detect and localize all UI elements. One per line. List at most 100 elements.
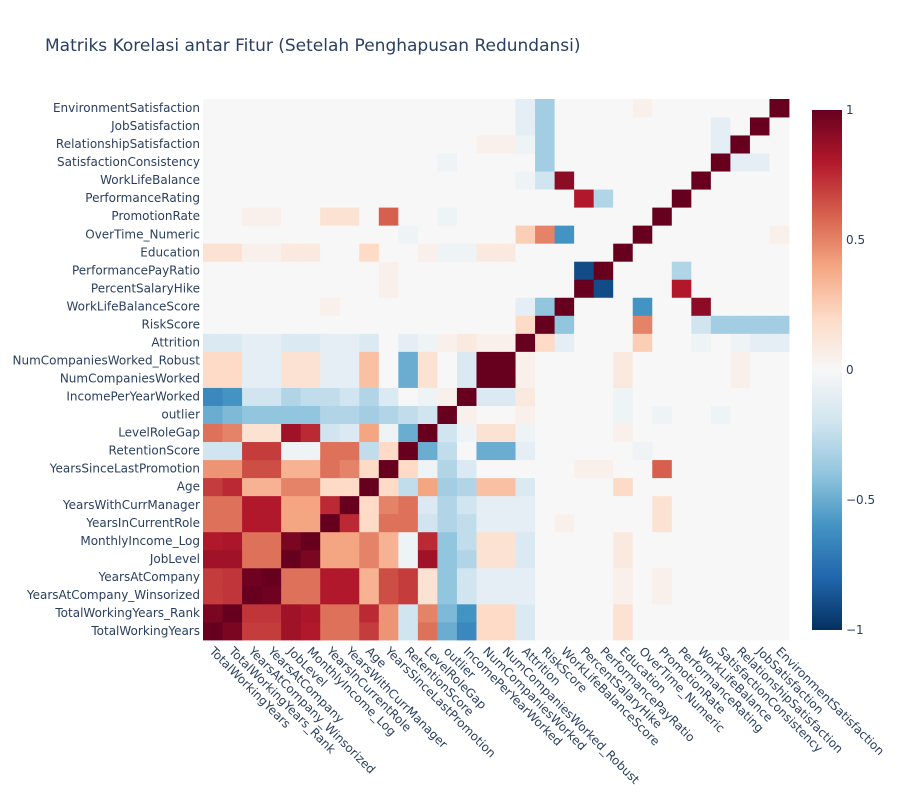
heatmap-cell: [456, 567, 477, 587]
y-tick-label: YearsWithCurrManager: [62, 498, 200, 512]
y-tick-label: WorkLifeBalance: [100, 173, 200, 187]
heatmap-cell: [281, 369, 302, 388]
colorbar-tick-label: 0: [846, 363, 854, 377]
heatmap-cell: [261, 495, 282, 515]
heatmap-cell: [769, 549, 790, 569]
heatmap-cell: [378, 405, 399, 424]
heatmap-cell: [320, 423, 341, 443]
heatmap-cell: [222, 495, 243, 515]
heatmap-cell: [554, 441, 575, 461]
heatmap-cell: [456, 117, 477, 136]
heatmap-cell: [574, 441, 595, 461]
heatmap-cell: [496, 207, 516, 226]
heatmap-cell: [398, 243, 419, 262]
heatmap-cell: [730, 333, 751, 352]
heatmap-cell: [203, 549, 223, 569]
heatmap-cell: [593, 549, 614, 569]
heatmap-cell: [242, 567, 262, 587]
heatmap-cell: [613, 279, 634, 298]
heatmap-cell: [769, 135, 790, 154]
heatmap-cell: [417, 333, 438, 352]
heatmap-cells: [203, 99, 790, 641]
y-tick-label: Attrition: [151, 335, 200, 349]
heatmap-cell: [242, 351, 262, 370]
heatmap-cell: [632, 333, 653, 352]
heatmap-cell: [749, 387, 770, 406]
heatmap-cell: [261, 423, 282, 443]
heatmap-cell: [535, 171, 555, 190]
heatmap-cell: [242, 423, 262, 443]
heatmap-cell: [496, 243, 516, 262]
heatmap-cell: [476, 297, 497, 316]
heatmap-cell: [535, 621, 555, 641]
heatmap-cell: [730, 459, 751, 479]
heatmap-cell: [515, 549, 536, 569]
heatmap-cell: [417, 369, 438, 388]
heatmap-cell: [281, 531, 302, 551]
heatmap-cell: [242, 585, 262, 605]
heatmap-cell: [613, 531, 634, 551]
heatmap-cell: [593, 387, 614, 406]
heatmap-cell: [749, 495, 770, 515]
heatmap-cell: [378, 135, 399, 154]
heatmap-cell: [476, 99, 497, 118]
heatmap-cell: [691, 117, 712, 136]
heatmap-cell: [378, 279, 399, 298]
heatmap-cell: [496, 549, 516, 569]
heatmap-cell: [378, 225, 399, 244]
heatmap-cell: [769, 531, 790, 551]
heatmap-cell: [691, 405, 712, 424]
heatmap-cell: [710, 297, 731, 316]
heatmap-cell: [359, 225, 380, 244]
heatmap-cell: [261, 171, 282, 190]
heatmap-cell: [203, 261, 223, 280]
heatmap-cell: [398, 369, 419, 388]
heatmap-cell: [554, 387, 575, 406]
heatmap-cell: [203, 99, 223, 118]
heatmap-cell: [730, 135, 751, 154]
heatmap-cell: [554, 153, 575, 172]
heatmap-cell: [320, 495, 341, 515]
heatmap-cell: [574, 423, 595, 443]
heatmap-cell: [281, 153, 302, 172]
heatmap-cell: [417, 315, 438, 334]
heatmap-cell: [769, 315, 790, 334]
heatmap-cell: [203, 351, 223, 370]
heatmap-cell: [398, 531, 419, 551]
heatmap-cell: [476, 333, 497, 352]
y-tick-label: LevelRoleGap: [118, 426, 200, 440]
heatmap-cell: [261, 189, 282, 208]
heatmap-cell: [769, 441, 790, 461]
heatmap-cell: [691, 333, 712, 352]
heatmap-cell: [515, 567, 536, 587]
y-tick-label: NumCompaniesWorked_Robust: [12, 353, 200, 367]
heatmap-cell: [320, 585, 341, 605]
heatmap-cell: [613, 333, 634, 352]
heatmap-cell: [476, 621, 497, 641]
heatmap-cell: [281, 135, 302, 154]
heatmap-cell: [339, 513, 360, 533]
heatmap-cell: [632, 603, 653, 623]
heatmap-cell: [300, 423, 321, 443]
heatmap-cell: [437, 279, 458, 298]
heatmap-cell: [730, 621, 751, 641]
heatmap-cell: [359, 117, 380, 136]
heatmap-cell: [320, 387, 341, 406]
heatmap-cell: [515, 441, 536, 461]
heatmap-cell: [476, 405, 497, 424]
heatmap-cell: [398, 459, 419, 479]
heatmap-cell: [515, 423, 536, 443]
heatmap-cell: [593, 351, 614, 370]
heatmap-cell: [535, 531, 555, 551]
heatmap-cell: [281, 351, 302, 370]
heatmap-cell: [632, 477, 653, 497]
heatmap-cell: [300, 117, 321, 136]
heatmap-cell: [515, 243, 536, 262]
heatmap-cell: [652, 423, 673, 443]
heatmap-cell: [671, 189, 692, 208]
heatmap-cell: [691, 621, 712, 641]
heatmap-cell: [632, 153, 653, 172]
heatmap-cell: [730, 549, 751, 569]
heatmap-cell: [652, 513, 673, 533]
heatmap-cell: [730, 99, 751, 118]
